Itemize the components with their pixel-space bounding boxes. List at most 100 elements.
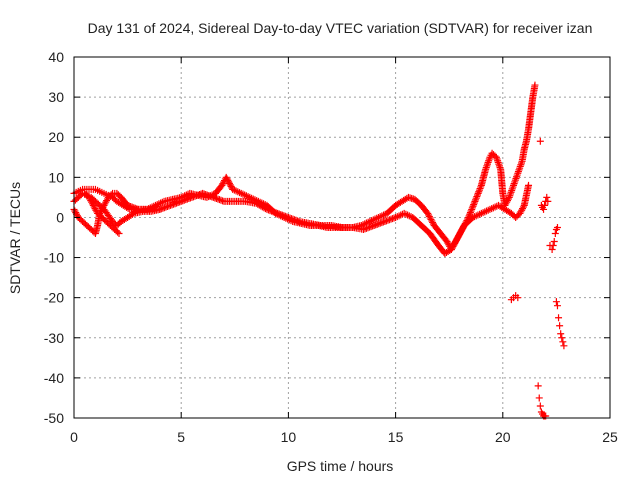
data-point — [536, 402, 544, 410]
data-point — [477, 209, 485, 217]
data-point — [535, 394, 543, 402]
data-point — [128, 210, 136, 218]
data-point — [395, 212, 403, 220]
data-point — [234, 188, 242, 196]
data-point — [485, 155, 493, 163]
y-tick-label: 10 — [48, 169, 64, 185]
data-point — [474, 189, 482, 197]
y-tick-label: -50 — [44, 410, 64, 426]
data-point — [260, 204, 268, 212]
data-point — [404, 211, 412, 219]
data-point — [544, 197, 552, 205]
data-point — [425, 211, 433, 219]
data-point — [519, 203, 527, 211]
data-point — [557, 330, 565, 338]
data-point — [447, 246, 455, 254]
data-point — [255, 201, 263, 209]
data-point — [479, 209, 487, 217]
data-point — [151, 201, 159, 209]
data-point — [541, 201, 549, 209]
y-tick-label: -30 — [44, 330, 64, 346]
data-point — [519, 205, 527, 213]
data-point — [393, 213, 401, 221]
data-point — [508, 187, 516, 195]
data-point — [494, 157, 502, 165]
data-point — [514, 294, 522, 302]
data-point — [504, 195, 512, 203]
data-point — [540, 205, 548, 213]
data-point — [448, 244, 456, 252]
data-point — [102, 198, 110, 206]
data-point — [531, 81, 539, 89]
y-tick-label: 0 — [56, 209, 64, 225]
data-point — [517, 208, 525, 216]
data-point — [88, 200, 96, 208]
data-point — [229, 185, 237, 193]
data-point — [107, 191, 115, 199]
data-point — [101, 200, 109, 208]
data-point — [495, 160, 503, 168]
data-point — [467, 207, 475, 215]
data-point — [153, 201, 161, 209]
data-point — [429, 218, 437, 226]
data-point — [373, 214, 381, 222]
data-point — [473, 193, 481, 201]
data-point — [503, 198, 511, 206]
data-point — [483, 160, 491, 168]
data-point — [426, 214, 434, 222]
data-point — [90, 203, 98, 211]
y-tick-label: -40 — [44, 370, 64, 386]
data-point — [87, 197, 95, 205]
data-point — [226, 181, 234, 189]
data-point — [371, 215, 379, 223]
data-point — [502, 200, 510, 208]
data-point — [548, 246, 556, 254]
data-point — [484, 206, 492, 214]
data-point — [225, 179, 233, 187]
data-point — [225, 178, 233, 186]
data-point — [114, 228, 122, 236]
data-point — [392, 213, 400, 221]
data-point — [475, 188, 483, 196]
data-point — [248, 194, 256, 202]
data-point — [457, 227, 465, 235]
x-tick-label: 25 — [602, 429, 618, 445]
data-point — [236, 189, 244, 197]
data-point — [455, 230, 463, 238]
data-point — [481, 208, 489, 216]
data-point — [459, 224, 467, 232]
data-point — [505, 193, 513, 201]
data-point — [227, 182, 235, 190]
data-point — [510, 181, 518, 189]
data-point — [100, 201, 108, 209]
data-point — [475, 186, 483, 194]
data-point — [157, 199, 165, 207]
data-point — [98, 205, 106, 213]
data-point — [513, 171, 521, 179]
data-point — [241, 191, 249, 199]
data-point — [506, 192, 514, 200]
data-point — [492, 153, 500, 161]
data-point — [219, 180, 227, 188]
data-point — [443, 238, 451, 246]
data-point — [453, 235, 461, 243]
data-point — [513, 173, 521, 181]
data-point — [449, 243, 457, 251]
data-point — [504, 197, 512, 205]
data-point — [558, 334, 566, 342]
data-point — [88, 198, 96, 206]
data-point — [469, 213, 477, 221]
data-point — [402, 210, 410, 218]
x-axis-label: GPS time / hours — [287, 458, 394, 474]
data-point — [493, 155, 501, 163]
data-point — [223, 175, 231, 183]
data-point — [489, 204, 497, 212]
data-point — [517, 159, 525, 167]
data-point — [483, 207, 491, 215]
data-point — [261, 205, 269, 213]
data-point — [444, 239, 452, 247]
data-point — [511, 178, 519, 186]
data-point — [376, 213, 384, 221]
y-tick-label: -20 — [44, 290, 64, 306]
x-tick-label: 15 — [388, 429, 404, 445]
